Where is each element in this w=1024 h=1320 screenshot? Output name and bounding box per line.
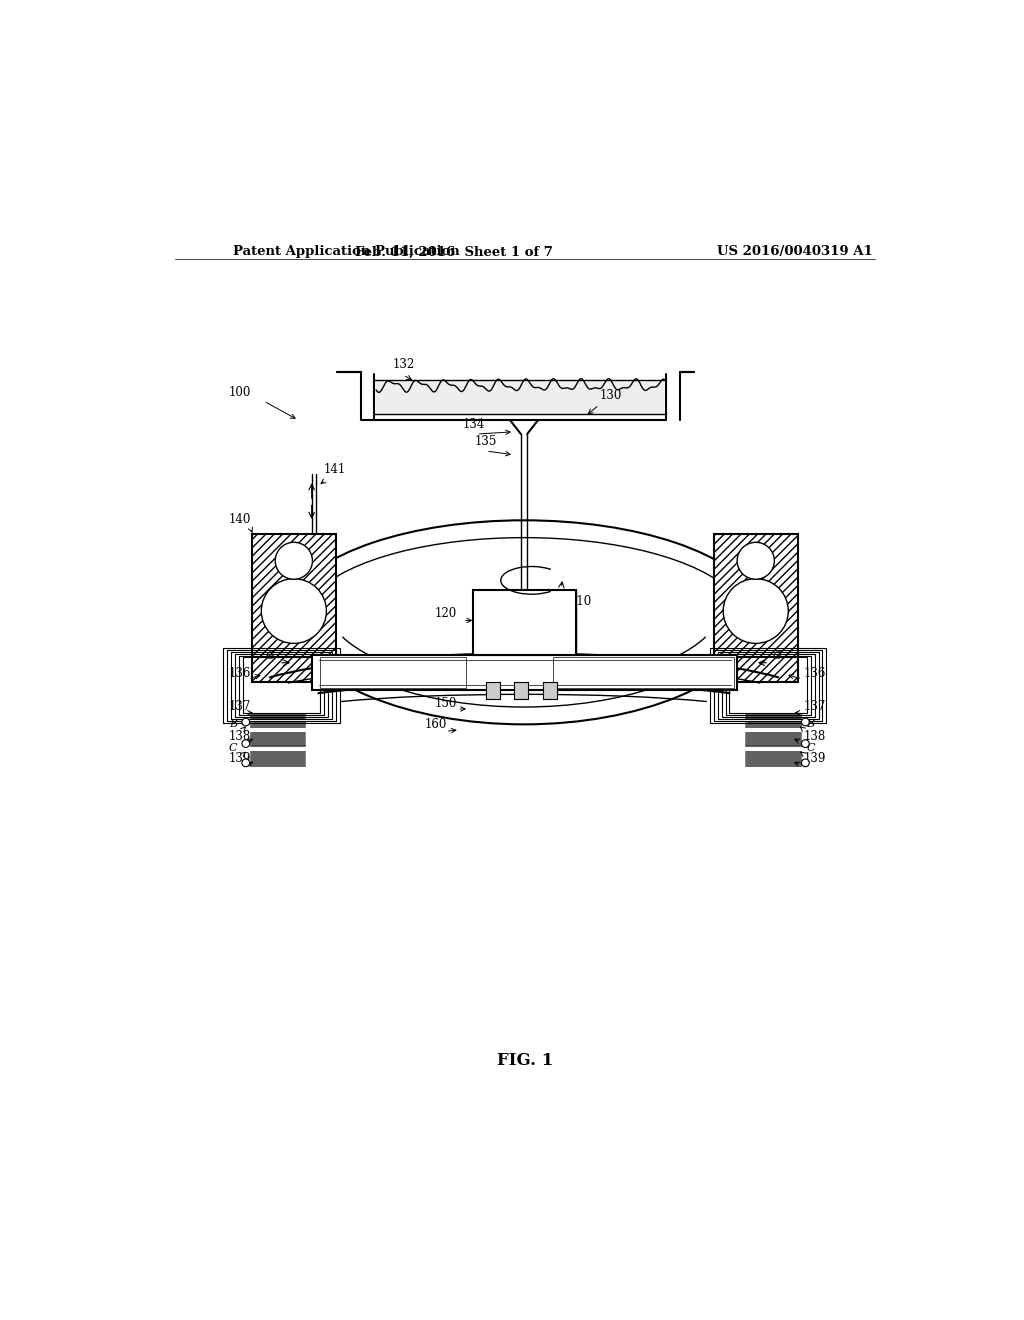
Bar [543, 682, 557, 700]
Text: C: C [806, 743, 815, 754]
Bar [722, 653, 815, 717]
Circle shape [802, 759, 809, 767]
Text: 120: 120 [434, 607, 457, 619]
Circle shape [261, 578, 327, 643]
Circle shape [802, 718, 809, 726]
Text: 132: 132 [393, 358, 416, 371]
Text: G: G [773, 651, 781, 661]
Circle shape [242, 759, 250, 767]
Bar [223, 648, 340, 723]
Text: 137: 137 [228, 700, 251, 713]
Bar [376, 380, 665, 414]
Text: C: C [228, 743, 238, 754]
Bar [486, 682, 500, 700]
Bar [252, 535, 336, 682]
Circle shape [723, 578, 788, 643]
Text: 136: 136 [804, 667, 826, 680]
Bar [231, 652, 332, 719]
Text: Feb. 11, 2016  Sheet 1 of 7: Feb. 11, 2016 Sheet 1 of 7 [354, 246, 552, 259]
Bar [514, 682, 528, 700]
Text: Patent Application Publication: Patent Application Publication [232, 246, 460, 259]
Text: 121: 121 [530, 653, 552, 665]
Circle shape [242, 718, 250, 726]
Bar [714, 649, 822, 721]
Bar [729, 657, 807, 713]
Bar [514, 682, 528, 700]
Bar [473, 590, 575, 655]
Text: 100: 100 [228, 385, 251, 399]
Text: B: B [806, 718, 814, 729]
Bar [486, 682, 500, 700]
Text: 134: 134 [463, 418, 485, 430]
Text: 139: 139 [228, 752, 251, 766]
Bar [710, 648, 826, 723]
Bar [227, 649, 336, 721]
Circle shape [275, 543, 312, 579]
Circle shape [802, 739, 809, 747]
Text: US 2016/0040319 A1: US 2016/0040319 A1 [717, 246, 872, 259]
Text: 140: 140 [228, 513, 251, 527]
Bar [321, 656, 466, 688]
Bar [473, 590, 575, 655]
Text: 123: 123 [553, 653, 574, 665]
Bar [718, 652, 818, 719]
Text: 135: 135 [474, 434, 497, 447]
Circle shape [242, 739, 250, 747]
Text: 122: 122 [442, 659, 465, 671]
Bar [239, 656, 324, 715]
Text: 138: 138 [228, 730, 251, 743]
Text: 110: 110 [569, 595, 592, 609]
Text: 141: 141 [324, 462, 346, 475]
Circle shape [737, 543, 774, 579]
Text: FIG. 1: FIG. 1 [497, 1052, 553, 1069]
Bar [726, 656, 811, 715]
Text: B: B [228, 718, 237, 729]
Text: 142: 142 [271, 583, 294, 597]
Bar [312, 655, 737, 689]
Bar [714, 535, 798, 682]
Text: 139: 139 [804, 752, 826, 766]
Text: 150: 150 [435, 697, 458, 710]
Text: 160: 160 [425, 718, 447, 731]
Text: 138: 138 [804, 730, 826, 743]
Text: 136: 136 [228, 667, 251, 680]
Text: 122: 122 [508, 653, 529, 665]
Bar [243, 657, 321, 713]
Bar [234, 653, 328, 717]
Text: 137: 137 [804, 700, 826, 713]
Bar [553, 656, 734, 688]
Text: 130: 130 [599, 388, 622, 401]
Text: G: G [266, 651, 274, 661]
